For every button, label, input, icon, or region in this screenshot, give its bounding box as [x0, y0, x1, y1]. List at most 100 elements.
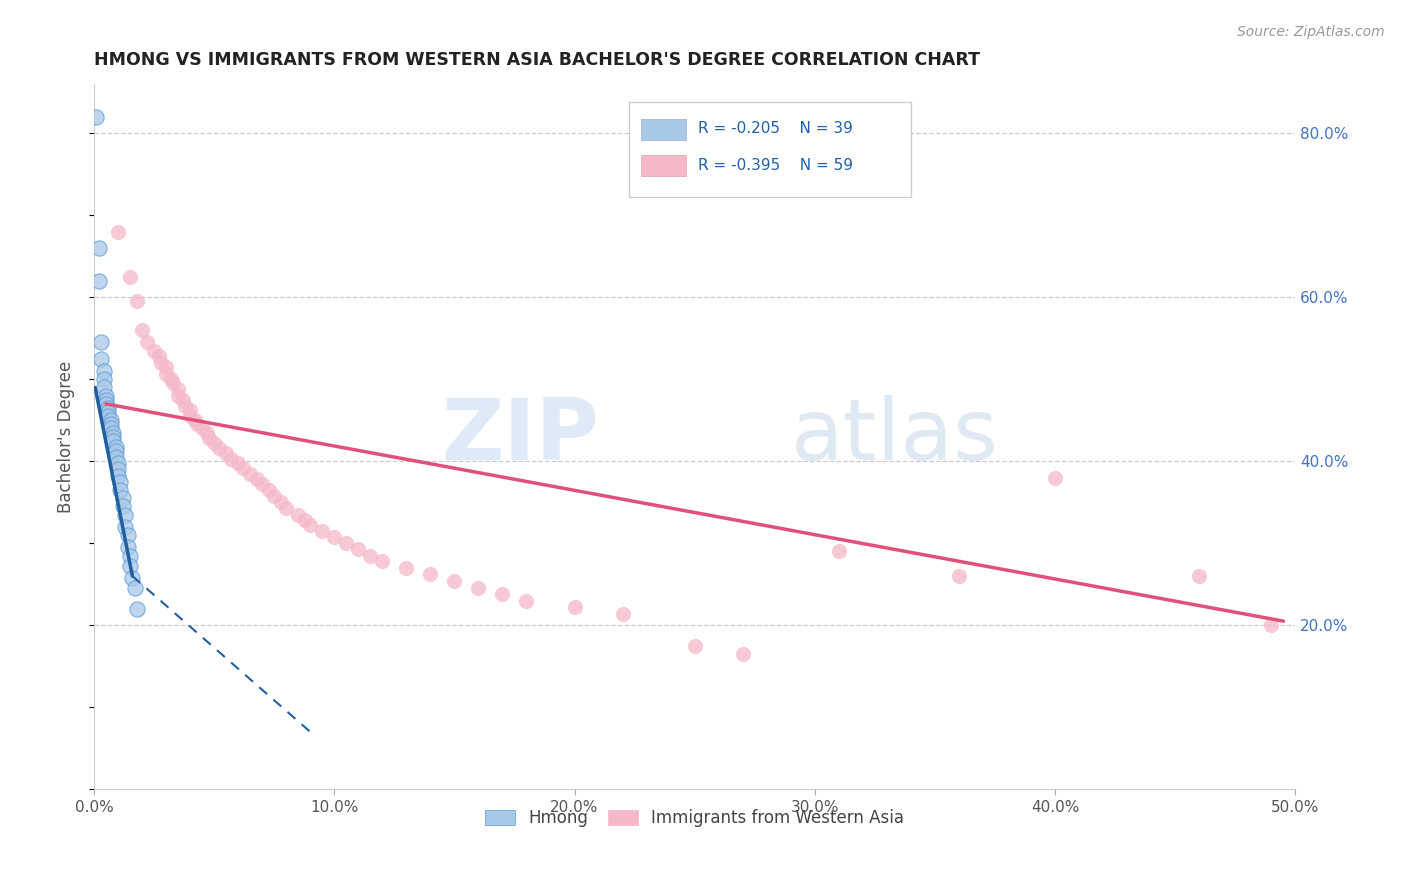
Point	[311, 524, 333, 538]
Text: R = -0.395    N = 59: R = -0.395 N = 59	[699, 158, 853, 173]
Point	[94, 397, 117, 411]
Point	[97, 409, 120, 424]
Point	[215, 446, 238, 460]
Point	[87, 241, 110, 255]
Legend: Hmong, Immigrants from Western Asia: Hmong, Immigrants from Western Asia	[478, 803, 911, 834]
Point	[1043, 471, 1066, 485]
FancyBboxPatch shape	[628, 102, 911, 197]
Point	[359, 549, 381, 563]
Point	[107, 462, 129, 476]
Point	[101, 425, 124, 440]
Point	[148, 349, 170, 363]
Point	[101, 434, 124, 448]
Bar	[641, 155, 686, 177]
Point	[270, 495, 292, 509]
Point	[186, 417, 208, 432]
Point	[179, 409, 201, 424]
Text: Source: ZipAtlas.com: Source: ZipAtlas.com	[1237, 25, 1385, 39]
Point	[948, 569, 970, 583]
Point	[226, 456, 249, 470]
Point	[104, 440, 127, 454]
Point	[335, 536, 357, 550]
Point	[117, 541, 139, 555]
Point	[111, 500, 134, 514]
Point	[395, 561, 418, 575]
Point	[118, 269, 141, 284]
Point	[162, 376, 184, 391]
Point	[323, 530, 346, 544]
Point	[232, 460, 254, 475]
Point	[371, 554, 394, 568]
Y-axis label: Bachelor's Degree: Bachelor's Degree	[58, 360, 75, 513]
Point	[100, 417, 122, 432]
Point	[94, 389, 117, 403]
Point	[107, 469, 129, 483]
Point	[90, 351, 112, 366]
Point	[443, 574, 465, 588]
Point	[97, 405, 120, 419]
Point	[191, 421, 214, 435]
Point	[127, 602, 149, 616]
Point	[294, 513, 316, 527]
Point	[143, 343, 166, 358]
Point	[250, 477, 273, 491]
Point	[110, 483, 132, 497]
Point	[101, 430, 124, 444]
Point	[97, 401, 120, 415]
Point	[104, 450, 127, 465]
Point	[491, 587, 513, 601]
Point	[100, 421, 122, 435]
Point	[467, 581, 489, 595]
Point	[419, 567, 441, 582]
Point	[1260, 618, 1282, 632]
Point	[612, 607, 634, 621]
Point	[93, 364, 115, 378]
Point	[118, 549, 141, 563]
Point	[184, 413, 207, 427]
Point	[276, 501, 298, 516]
Point	[131, 323, 153, 337]
Point	[167, 382, 190, 396]
Point	[299, 518, 322, 533]
Point	[155, 367, 177, 381]
Point	[828, 544, 851, 558]
Point	[287, 508, 309, 522]
Bar	[641, 119, 686, 140]
Point	[114, 508, 136, 522]
Point	[172, 392, 194, 407]
Point	[135, 335, 157, 350]
Point	[87, 274, 110, 288]
Point	[110, 475, 132, 489]
Point	[246, 472, 269, 486]
Point	[683, 639, 706, 653]
Point	[118, 559, 141, 574]
Point	[93, 372, 115, 386]
Point	[150, 356, 173, 370]
Point	[114, 520, 136, 534]
Point	[107, 225, 129, 239]
Point	[111, 491, 134, 505]
Point	[347, 541, 370, 556]
Point	[104, 444, 127, 458]
Point	[239, 467, 262, 481]
Point	[263, 489, 285, 503]
Point	[124, 582, 146, 596]
Point	[198, 431, 221, 445]
Text: atlas: atlas	[790, 395, 998, 478]
Point	[90, 335, 112, 350]
Point	[127, 294, 149, 309]
Point	[117, 528, 139, 542]
Point	[174, 399, 197, 413]
Point	[94, 392, 117, 407]
Point	[515, 593, 537, 607]
Point	[179, 403, 201, 417]
Text: HMONG VS IMMIGRANTS FROM WESTERN ASIA BACHELOR'S DEGREE CORRELATION CHART: HMONG VS IMMIGRANTS FROM WESTERN ASIA BA…	[94, 51, 980, 69]
Point	[564, 600, 586, 615]
Point	[100, 413, 122, 427]
Point	[159, 372, 181, 386]
Point	[202, 436, 225, 450]
Point	[195, 425, 218, 440]
Point	[107, 456, 129, 470]
Point	[1188, 569, 1211, 583]
Point	[731, 647, 754, 661]
